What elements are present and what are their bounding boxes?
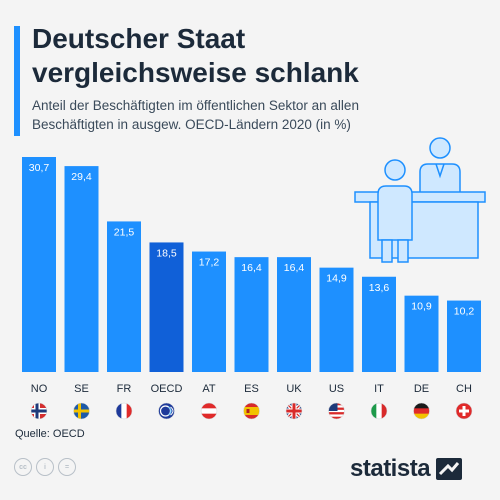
category-label: FR: [117, 383, 132, 395]
statista-logo[interactable]: statista: [350, 455, 463, 483]
by-icon: i: [36, 458, 54, 476]
bar-es: [234, 257, 269, 372]
bar-uk: [277, 257, 311, 372]
bar-no: [22, 157, 56, 372]
category-label: DE: [414, 383, 429, 395]
flag-switzerland-icon: [455, 402, 473, 420]
flag-oecd-icon: [158, 402, 175, 420]
bar-us: [319, 267, 354, 372]
bars-group: 30,7 29,4 21,5 18,5 17,2 16,4 16,4 14,9 13,6 10,9…: [22, 157, 481, 372]
title-line-2: vergleichsweise schlank: [32, 57, 359, 88]
bar-it: [362, 276, 396, 372]
bar-se: [64, 166, 99, 372]
flags-group: [30, 402, 473, 420]
value-label: 18,5: [156, 247, 177, 259]
value-label: 21,5: [114, 226, 135, 238]
flag-france-icon: [115, 402, 133, 420]
logo-text: statista: [350, 455, 431, 482]
office-workers-illustration: [354, 137, 486, 263]
category-label: CH: [456, 383, 472, 395]
cc-icon: cc: [14, 458, 32, 476]
bar-ch: [447, 300, 481, 372]
category-label: NO: [31, 383, 48, 395]
category-label: SE: [74, 383, 89, 395]
bar-de: [404, 295, 439, 372]
category-labels-group: NO SE FR OECD AT ES UK US IT DE CH: [31, 383, 472, 395]
category-label: IT: [374, 383, 384, 395]
flag-spain-icon: [243, 402, 260, 420]
bar-fr: [107, 221, 141, 372]
category-label: US: [329, 383, 344, 395]
flag-austria-icon: [200, 402, 218, 420]
nd-icon: =: [58, 458, 76, 476]
flag-sweden-icon: [73, 402, 90, 420]
bar-at: [192, 251, 226, 372]
flag-italy-icon: [370, 402, 388, 420]
title-line-1: Deutscher Staat: [32, 23, 246, 54]
flag-uk-icon: [285, 402, 303, 420]
category-label: UK: [286, 383, 302, 395]
value-label: 10,2: [454, 306, 475, 318]
category-label: OECD: [151, 383, 183, 395]
subtitle-line-2: Beschäftigten in ausgew. OECD-Ländern 20…: [32, 117, 351, 132]
statista-logo-icon: [436, 458, 463, 480]
accent-bar: [14, 26, 20, 136]
value-label: 16,4: [284, 262, 305, 274]
flag-germany-icon: [413, 402, 430, 420]
chart-subtitle: Anteil der Beschäftigten im öffentlichen…: [32, 96, 472, 134]
chart-title: Deutscher Staat vergleichsweise schlank: [32, 22, 472, 90]
flag-norway-icon: [30, 402, 48, 420]
bar-oecd: [149, 242, 184, 372]
source-note: Quelle: OECD: [15, 428, 85, 440]
value-label: 29,4: [71, 171, 92, 183]
subtitle-line-1: Anteil der Beschäftigten im öffentlichen…: [32, 98, 359, 113]
value-label: 10,9: [411, 301, 432, 313]
value-label: 14,9: [326, 273, 347, 285]
value-label: 17,2: [199, 257, 220, 269]
value-label: 16,4: [241, 262, 262, 274]
flag-usa-icon: [328, 402, 345, 420]
value-label: 30,7: [29, 162, 50, 174]
category-label: ES: [244, 383, 259, 395]
category-label: AT: [202, 383, 216, 395]
value-label: 13,6: [369, 282, 390, 294]
license-icons: cc i =: [14, 458, 76, 476]
